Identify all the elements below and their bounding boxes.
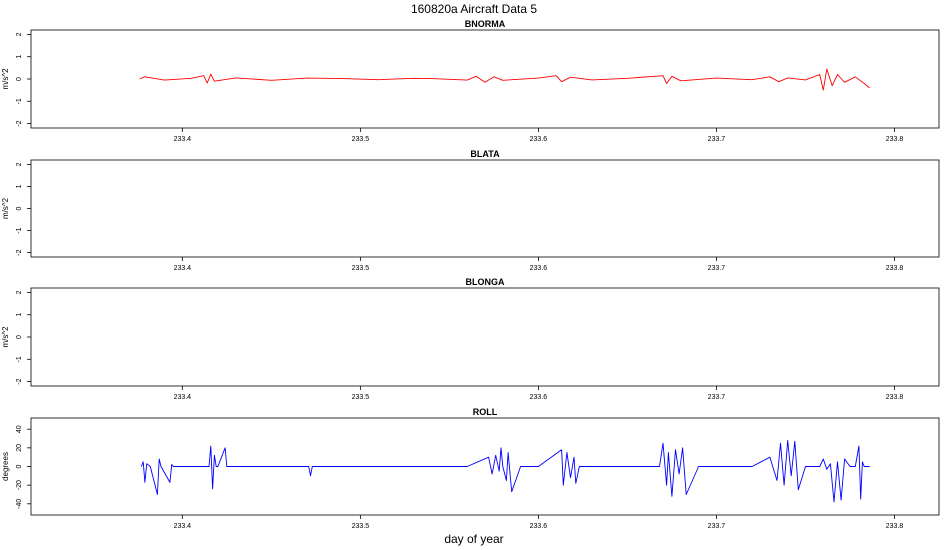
x-tick-label: 233.6 — [530, 523, 548, 530]
y-tick-label: 1 — [16, 55, 23, 59]
series-line-bnorma — [139, 68, 870, 91]
y-tick-label: -2 — [16, 378, 23, 384]
series-line-roll — [140, 439, 870, 503]
y-axis-label: m/s^2 — [1, 326, 10, 348]
x-tick-label: 233.5 — [352, 136, 370, 143]
panel-title: ROLL — [473, 407, 498, 417]
y-tick-label: 2 — [16, 162, 23, 166]
y-tick-label: -1 — [16, 98, 23, 104]
y-tick-label: -2 — [16, 249, 23, 255]
y-tick-label: 1 — [16, 313, 23, 317]
x-tick-label: 233.8 — [886, 523, 904, 530]
x-tick-label: 233.5 — [352, 394, 370, 401]
figure-title: 160820a Aircraft Data 5 — [411, 2, 537, 16]
y-axis-label: degrees — [1, 452, 10, 481]
y-tick-label: 2 — [16, 290, 23, 294]
panel-title: BNORMA — [465, 19, 506, 29]
plot-frame — [30, 417, 940, 516]
y-axis-label: m/s^2 — [1, 68, 10, 90]
x-axis-label: day of year — [444, 532, 503, 546]
x-tick-label: 233.7 — [708, 136, 726, 143]
panel-blonga: BLONGA 233.4 233.5 233.6 233.7 233.8 -2 -1 0 1 2 m/… — [1, 277, 940, 401]
x-tick-label: 233.7 — [708, 265, 726, 272]
y-tick-label: 0 — [16, 77, 23, 81]
x-tick-label: 233.4 — [174, 523, 192, 530]
x-tick-label: 233.5 — [352, 523, 370, 530]
panel-blata: BLATA 233.4 233.5 233.6 233.7 233.8 -2 -1 0 1 2 m/s… — [1, 149, 940, 272]
y-tick-label: -1 — [16, 356, 23, 362]
x-tick-label: 233.6 — [530, 394, 548, 401]
x-tick-label: 233.4 — [174, 394, 192, 401]
plot-frame — [30, 287, 940, 387]
plot-frame — [30, 159, 940, 258]
y-tick-label: -1 — [16, 227, 23, 233]
y-tick-label: 2 — [16, 32, 23, 36]
x-tick-label: 233.6 — [530, 136, 548, 143]
y-tick-label: 0 — [16, 464, 23, 468]
x-tick-label: 233.8 — [886, 265, 904, 272]
x-tick-label: 233.4 — [174, 265, 192, 272]
y-tick-label: 20 — [16, 444, 23, 452]
panel-bnorma: BNORMA 233.4 233.5 233.6 233.7 233.8 -2 -1 0 1 2 m/… — [1, 19, 940, 143]
plot-frame — [30, 29, 940, 129]
y-tick-label: -2 — [16, 120, 23, 126]
x-tick-label: 233.6 — [530, 265, 548, 272]
y-axis-label: m/s^2 — [1, 197, 10, 219]
panel-roll: ROLL 233.4 233.5 233.6 233.7 233.8 -40 -20 0 20 40… — [1, 407, 940, 530]
y-tick-label: 0 — [16, 206, 23, 210]
panel-title: BLATA — [470, 149, 500, 159]
y-tick-label: -20 — [16, 480, 23, 490]
panels-group: BNORMA 233.4 233.5 233.6 233.7 233.8 -2 -1 0 1 2 m/… — [1, 19, 940, 530]
y-tick-label: 0 — [16, 335, 23, 339]
y-tick-label: 1 — [16, 184, 23, 188]
x-tick-label: 233.8 — [886, 394, 904, 401]
x-tick-label: 233.5 — [352, 265, 370, 272]
x-tick-label: 233.7 — [708, 523, 726, 530]
y-tick-label: 40 — [16, 425, 23, 433]
x-tick-label: 233.8 — [886, 136, 904, 143]
y-tick-label: -40 — [16, 499, 23, 509]
x-tick-label: 233.4 — [174, 136, 192, 143]
x-tick-label: 233.7 — [708, 394, 726, 401]
panel-title: BLONGA — [466, 277, 505, 287]
